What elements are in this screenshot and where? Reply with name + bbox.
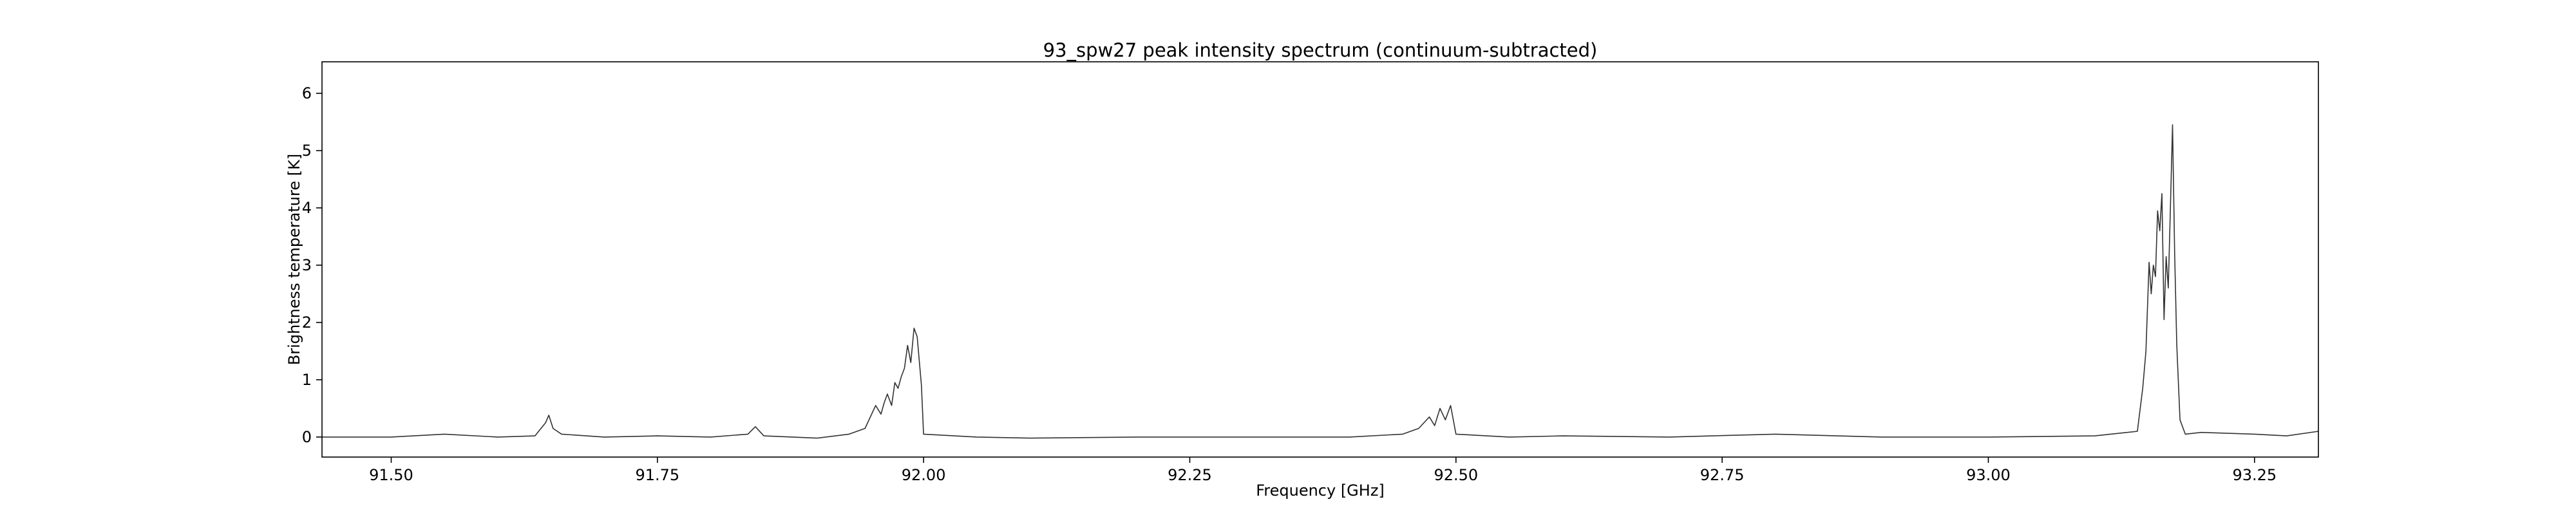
y-tick-label: 4 bbox=[302, 199, 312, 217]
x-tick-label: 93.25 bbox=[2232, 466, 2277, 484]
x-axis-ticks: 91.50 91.75 92.00 92.25 92.50 92.75 93.00 93.25 bbox=[369, 457, 2277, 484]
x-axis-label: Frequency [GHz] bbox=[1256, 482, 1385, 500]
x-tick-label: 91.50 bbox=[369, 466, 413, 484]
x-tick-label: 93.00 bbox=[1966, 466, 2011, 484]
y-tick-label: 5 bbox=[302, 142, 312, 160]
y-tick-label: 0 bbox=[302, 428, 312, 446]
series-group bbox=[322, 124, 2319, 439]
x-tick-label: 92.00 bbox=[902, 466, 946, 484]
y-axis-ticks: 0 1 2 3 4 5 6 bbox=[302, 84, 322, 446]
axes-frame bbox=[321, 61, 2319, 458]
chart-title: 93_spw27 peak intensity spectrum (contin… bbox=[1043, 39, 1598, 61]
y-tick-label: 3 bbox=[302, 256, 312, 274]
y-tick-label: 6 bbox=[302, 84, 312, 102]
series-line-0 bbox=[322, 124, 2319, 439]
y-tick-label: 2 bbox=[302, 314, 312, 332]
y-axis-label: Brightness temperature [K] bbox=[285, 154, 303, 365]
plot-area bbox=[321, 61, 2319, 458]
x-tick-label: 91.75 bbox=[635, 466, 679, 484]
y-tick-label: 1 bbox=[302, 371, 312, 389]
x-tick-label: 92.75 bbox=[1700, 466, 1745, 484]
x-tick-label: 92.25 bbox=[1168, 466, 1212, 484]
x-tick-label: 92.50 bbox=[1434, 466, 1478, 484]
